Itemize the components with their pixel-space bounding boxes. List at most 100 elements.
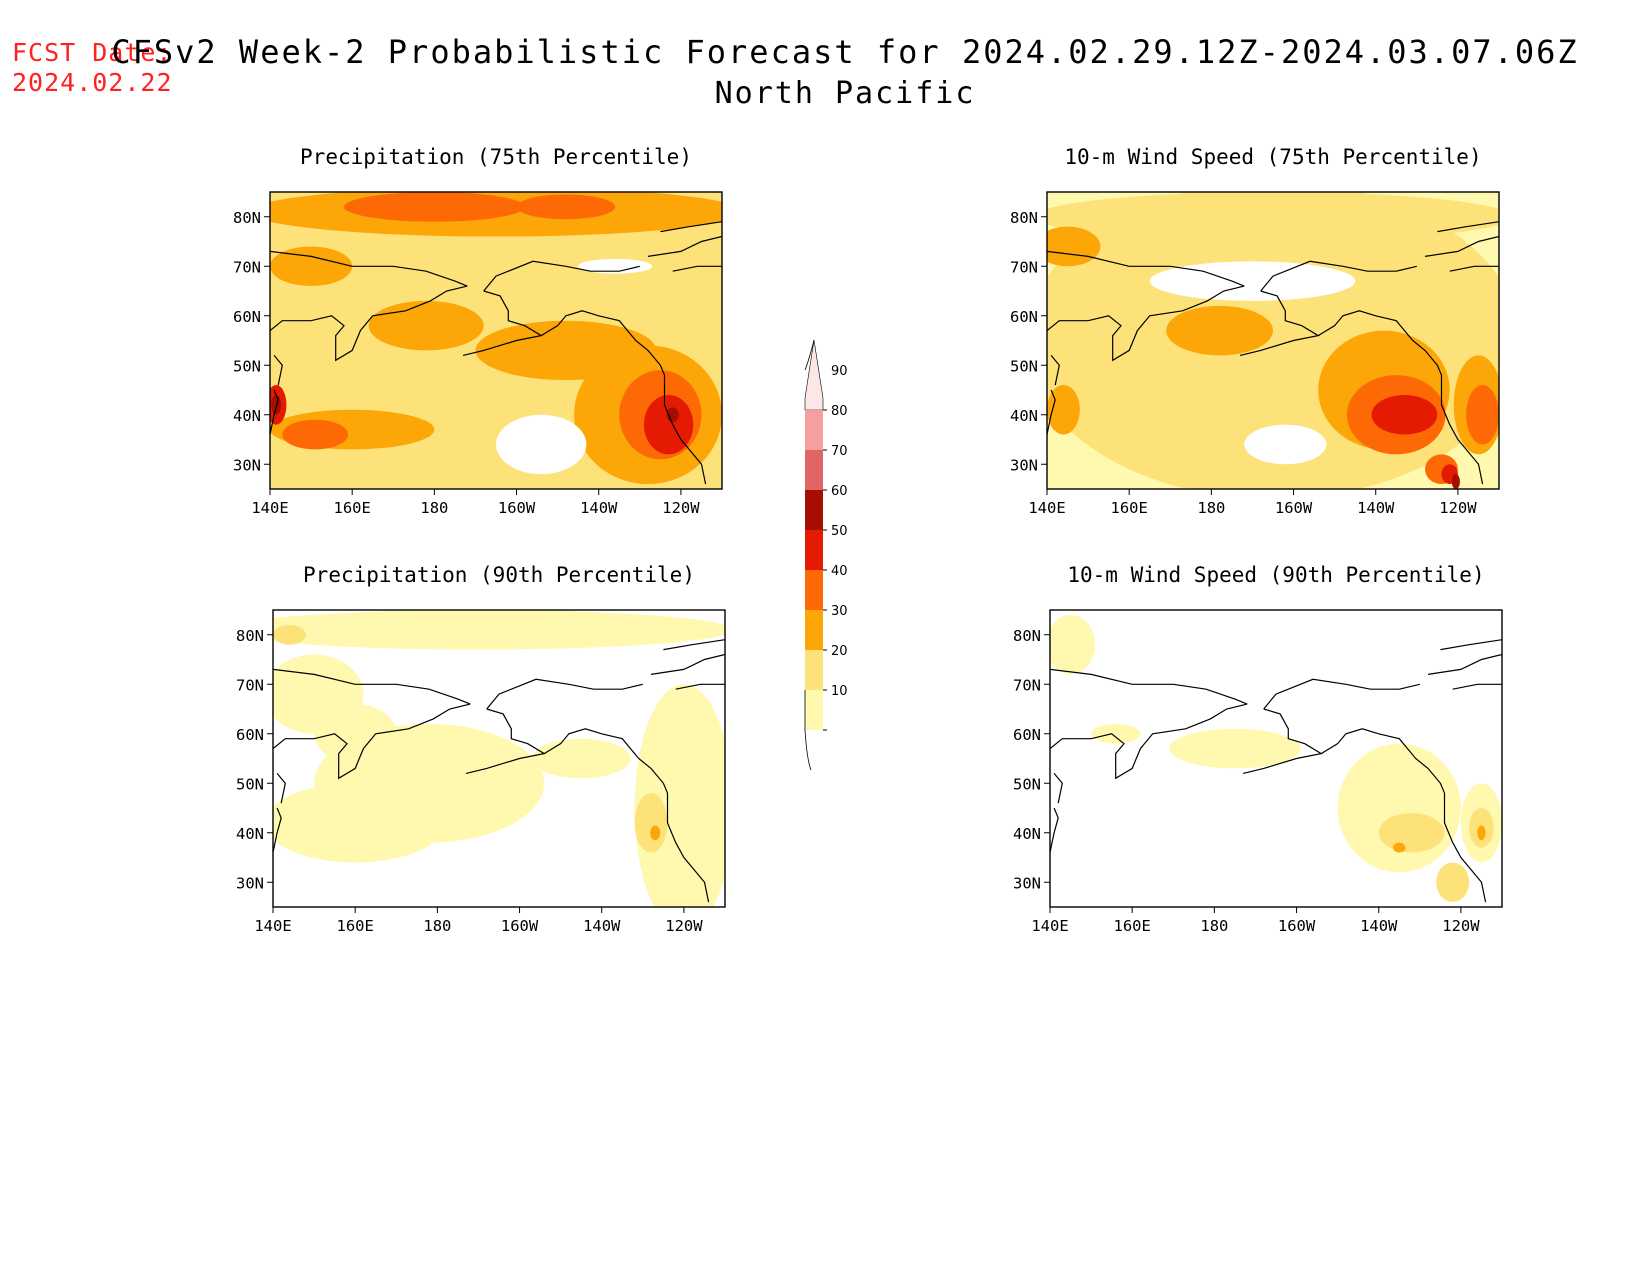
lon-tick-label: 160W (501, 917, 539, 935)
lon-tick-label: 180 (420, 499, 448, 517)
coastline (1050, 668, 1248, 705)
coastline (1053, 773, 1063, 804)
panel-title: 10-m Wind Speed (90th Percentile) (1067, 563, 1484, 587)
lon-tick-label: 140W (580, 499, 618, 517)
coastline (1047, 250, 1245, 287)
lon-tick-label: 120W (1439, 499, 1477, 517)
fcst-date-caption: FCST Date: (12, 38, 173, 67)
coastline (1050, 355, 1060, 386)
probability-contour (1436, 862, 1470, 903)
colorbar-label: 90 (831, 364, 848, 379)
lat-tick-label: 70N (236, 676, 264, 694)
coastline (273, 668, 471, 705)
lon-tick-label: 180 (1200, 917, 1228, 935)
coastline (647, 235, 722, 257)
colorbar-edge (804, 339, 815, 371)
colorbar-label: 20 (831, 644, 848, 659)
lon-tick-label: 140E (251, 499, 288, 517)
map-frame (1046, 191, 1500, 490)
coastline (540, 310, 707, 485)
panel-precip-75: Precipitation (75th Percentile) 80N 70N 60N… (233, 145, 723, 517)
probability-contour (1047, 226, 1101, 267)
colorbar-legend: 10 20 30 40 50 60 70 80 90 (804, 339, 848, 771)
probability-contour (531, 738, 631, 779)
probability-contour (273, 783, 446, 863)
coastline (1239, 290, 1320, 356)
probability-contour (496, 414, 587, 475)
coastline (1437, 221, 1499, 233)
probability-contour (1393, 842, 1406, 853)
lat-tick-label: 60N (1013, 726, 1041, 744)
fcst-date-value: 2024.02.22 (12, 68, 173, 97)
region-title: North Pacific (714, 76, 976, 111)
coastline (465, 708, 546, 774)
coastline (1427, 653, 1502, 675)
probability-contour (282, 419, 349, 450)
lat-tick-label: 80N (1010, 209, 1038, 227)
colorbar-swatch (805, 690, 823, 730)
panel-title: Precipitation (75th Percentile) (300, 145, 692, 169)
lat-tick-label: 30N (236, 874, 264, 892)
lon-tick-label: 140W (1360, 917, 1398, 935)
lat-tick-label: 40N (236, 825, 264, 843)
coastline (1317, 310, 1484, 485)
coastline (1320, 728, 1487, 903)
probability-contour (270, 246, 353, 287)
lon-tick-label: 180 (1197, 499, 1225, 517)
lon-tick-label: 140E (1031, 917, 1068, 935)
lon-tick-label: 180 (423, 917, 451, 935)
colorbar-edge (804, 690, 812, 771)
lat-tick-label: 70N (1010, 258, 1038, 276)
lat-tick-label: 80N (236, 627, 264, 645)
colorbar-swatch (804, 339, 824, 411)
lon-tick-label: 140E (1028, 499, 1065, 517)
coastline (1424, 235, 1499, 257)
coastline (273, 355, 283, 386)
coastline (273, 807, 282, 854)
lon-tick-label: 160W (498, 499, 536, 517)
lat-tick-label: 50N (233, 357, 261, 375)
probability-contour (516, 194, 616, 220)
lon-tick-label: 160E (1111, 499, 1148, 517)
lat-tick-label: 50N (1013, 775, 1041, 793)
coastline (1047, 389, 1056, 436)
lat-tick-label: 30N (233, 456, 261, 474)
lat-tick-label: 60N (1010, 308, 1038, 326)
probability-contour (650, 825, 661, 841)
coastline (675, 683, 725, 690)
lat-tick-label: 70N (1013, 676, 1041, 694)
lon-tick-label: 140E (254, 917, 291, 935)
coastline (1260, 260, 1417, 292)
coastline (276, 773, 286, 804)
forecast-date-label: FCST Date: 2024.02.22 (12, 38, 173, 98)
lat-tick-label: 80N (1013, 627, 1041, 645)
probability-contour (273, 610, 725, 650)
coastline (1050, 807, 1059, 854)
probability-contour (1378, 812, 1445, 853)
coastline (270, 389, 279, 436)
lat-tick-label: 60N (236, 726, 264, 744)
page-title: CFSv2 Week-2 Probabilistic Forecast for … (111, 33, 1579, 71)
lon-tick-label: 160E (334, 499, 371, 517)
colorbar-label: 50 (831, 524, 848, 539)
coastline (663, 639, 725, 651)
colorbar-label: 60 (831, 484, 848, 499)
probability-contour (1244, 424, 1327, 465)
probability-contour (343, 192, 525, 222)
probability-contour (578, 258, 653, 274)
lat-tick-label: 50N (1010, 357, 1038, 375)
coastline (650, 653, 725, 675)
lat-tick-label: 50N (236, 775, 264, 793)
colorbar-swatch (805, 650, 823, 690)
probability-field (1047, 192, 1499, 489)
coastline (1449, 265, 1499, 272)
probability-contour (368, 300, 484, 351)
coastline (1440, 639, 1502, 651)
lat-tick-label: 80N (233, 209, 261, 227)
lon-tick-label: 160E (337, 917, 374, 935)
lat-tick-label: 30N (1010, 456, 1038, 474)
coastline (483, 260, 640, 292)
map-frame (272, 609, 726, 908)
colorbar-swatch (805, 490, 823, 530)
panel-title: 10-m Wind Speed (75th Percentile) (1064, 145, 1481, 169)
